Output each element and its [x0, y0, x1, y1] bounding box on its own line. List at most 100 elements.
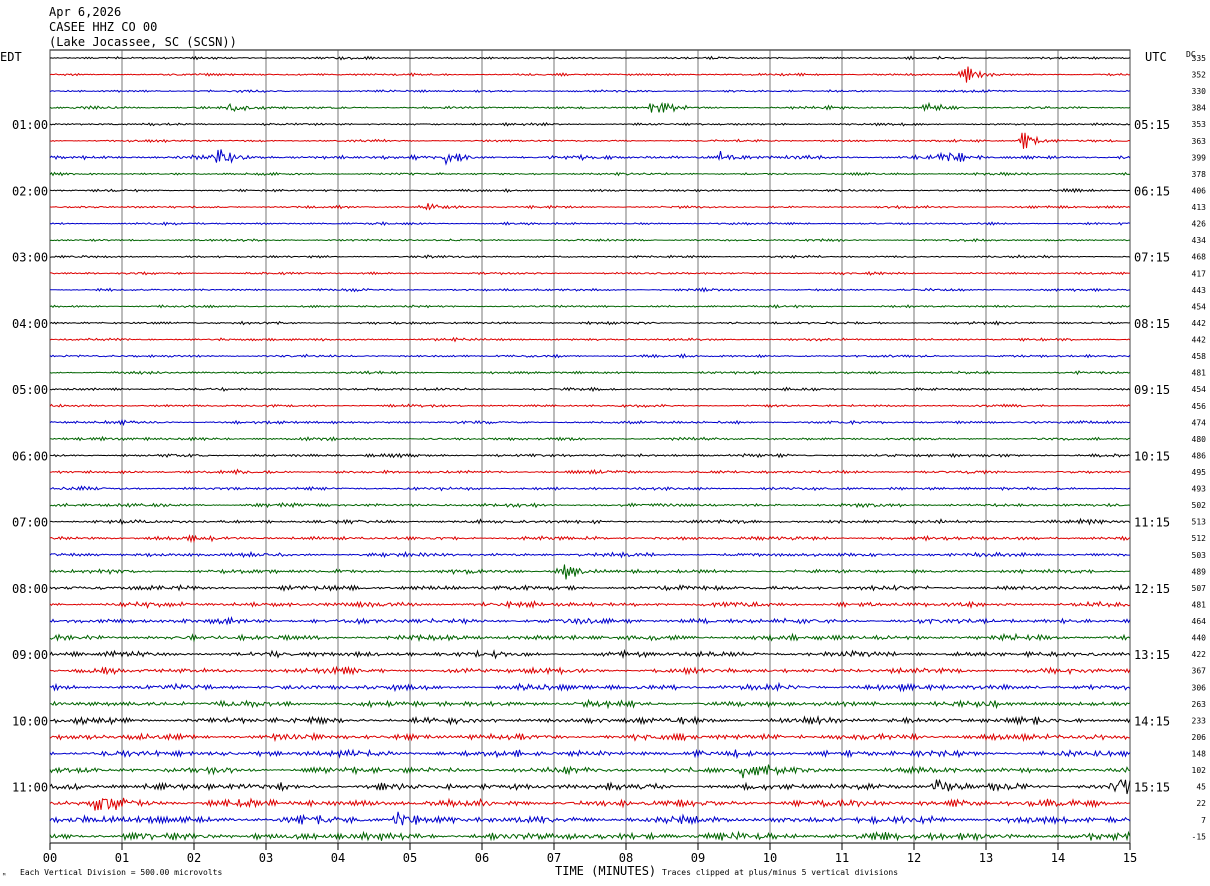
utc-hour-label: 06:15: [1134, 184, 1170, 198]
seismic-trace-47: [49, 811, 1131, 826]
seismic-trace-41: [49, 715, 1131, 726]
x-tick-label: 00: [43, 851, 57, 865]
seismic-trace-34: [49, 599, 1131, 610]
dc-offset-label: 384: [1192, 104, 1207, 113]
x-tick-label: 11: [835, 851, 849, 865]
seismic-trace-7: [49, 149, 1131, 166]
dc-offset-label: 413: [1192, 203, 1207, 212]
dc-offset-label: 206: [1192, 733, 1207, 742]
x-tick-label: 06: [475, 851, 489, 865]
seismic-trace-13: [49, 254, 1131, 260]
dc-offset-label: 468: [1192, 253, 1207, 262]
dc-offset-label: 102: [1192, 766, 1207, 775]
seismic-trace-18: [49, 336, 1131, 343]
seismic-trace-14: [49, 270, 1131, 276]
plot-frame: [49, 49, 1131, 844]
seismic-trace-33: [49, 584, 1131, 592]
seismic-trace-22: [49, 403, 1131, 409]
seismic-trace-16: [49, 304, 1131, 310]
x-tick-label: 09: [691, 851, 705, 865]
x-axis-title: TIME (MINUTES): [555, 864, 657, 878]
x-tick-label: 03: [259, 851, 273, 865]
utc-hour-label: 14:15: [1134, 714, 1170, 728]
dc-offset-label: 378: [1192, 170, 1207, 179]
seismic-trace-1: [49, 55, 1131, 61]
seismic-trace-32: [49, 564, 1131, 580]
left-timezone-label: EDT: [0, 50, 22, 64]
utc-hour-label: 05:15: [1134, 118, 1170, 132]
dc-offset-label: 493: [1192, 485, 1207, 494]
seismic-trace-25: [49, 452, 1131, 459]
dc-offset-label: -15: [1192, 832, 1207, 841]
dc-offset-label: 443: [1192, 286, 1207, 295]
edt-hour-label: 06:00: [12, 449, 48, 463]
dc-offset-label: 22: [1196, 799, 1206, 808]
seismic-trace-21: [49, 386, 1131, 393]
dc-offset-label: 456: [1192, 402, 1207, 411]
dc-offset-label: 233: [1192, 716, 1207, 725]
station-location: (Lake Jocassee, SC (SCSN)): [49, 35, 237, 49]
edt-hour-label: 07:00: [12, 516, 48, 530]
dc-offset-label: 422: [1192, 650, 1207, 659]
seismic-trace-48: [49, 830, 1131, 842]
seismic-trace-20: [49, 370, 1131, 376]
edt-hour-label: 09:00: [12, 648, 48, 662]
utc-hour-label: 15:15: [1134, 781, 1170, 795]
dc-offset-label: 442: [1192, 336, 1207, 345]
dc-column-label: DC: [1186, 50, 1196, 59]
edt-hour-label: 04:00: [12, 317, 48, 331]
seismic-trace-37: [49, 648, 1131, 660]
x-tick-label: 15: [1123, 851, 1137, 865]
seismic-trace-9: [49, 187, 1131, 194]
x-tick-label: 12: [907, 851, 921, 865]
dc-offset-label: 464: [1192, 617, 1207, 626]
dc-offset-label: 353: [1192, 120, 1207, 129]
dc-offset-label: 480: [1192, 435, 1207, 444]
x-tick-label: 08: [619, 851, 633, 865]
x-tick-label: 14: [1051, 851, 1065, 865]
utc-hour-label: 09:15: [1134, 383, 1170, 397]
x-tick-label: 05: [403, 851, 417, 865]
seismic-trace-23: [49, 418, 1131, 427]
seismic-trace-45: [49, 778, 1131, 795]
seismic-trace-27: [49, 485, 1131, 492]
dc-offset-label: 352: [1192, 71, 1207, 80]
utc-hour-label: 07:15: [1134, 251, 1170, 265]
dc-offset-label: 426: [1192, 220, 1207, 229]
station-code: CASEE HHZ CO 00: [49, 20, 158, 34]
dc-offset-label: 454: [1192, 385, 1207, 394]
seismic-trace-24: [49, 435, 1131, 442]
seismic-trace-42: [49, 731, 1131, 743]
seismic-trace-12: [49, 238, 1131, 243]
x-tick-label: 02: [187, 851, 201, 865]
seismic-trace-30: [49, 533, 1131, 544]
seismic-trace-11: [49, 221, 1131, 227]
seismic-trace-28: [49, 501, 1131, 509]
seismic-trace-43: [49, 748, 1131, 760]
seismic-trace-39: [49, 681, 1131, 693]
utc-hour-label: 13:15: [1134, 648, 1170, 662]
seismic-trace-17: [49, 320, 1131, 326]
dc-offset-label: 513: [1192, 518, 1207, 527]
dc-offset-label: 330: [1192, 87, 1207, 96]
clip-note: Traces clipped at plus/minus 5 vertical …: [662, 868, 899, 877]
seismic-trace-31: [49, 550, 1130, 559]
dc-offset-label: 45: [1196, 783, 1206, 792]
plot-date: Apr 6,2026: [49, 5, 122, 19]
x-tick-label: 13: [979, 851, 993, 865]
utc-hour-label: 12:15: [1134, 582, 1170, 596]
seismic-trace-44: [49, 764, 1131, 779]
dc-offset-label: 507: [1192, 584, 1207, 593]
seismic-trace-2: [49, 66, 1131, 83]
dc-offset-label: 417: [1192, 269, 1207, 278]
seismic-trace-36: [49, 632, 1131, 643]
x-tick-label: 04: [331, 851, 345, 865]
dc-offset-label: 335: [1192, 54, 1207, 63]
seismic-trace-8: [49, 171, 1131, 177]
dc-offset-label: 440: [1192, 634, 1207, 643]
seismic-trace-38: [49, 665, 1131, 676]
dc-offset-label: 454: [1192, 302, 1207, 311]
utc-hour-label: 08:15: [1134, 317, 1170, 331]
dc-offset-label: 458: [1192, 352, 1207, 361]
